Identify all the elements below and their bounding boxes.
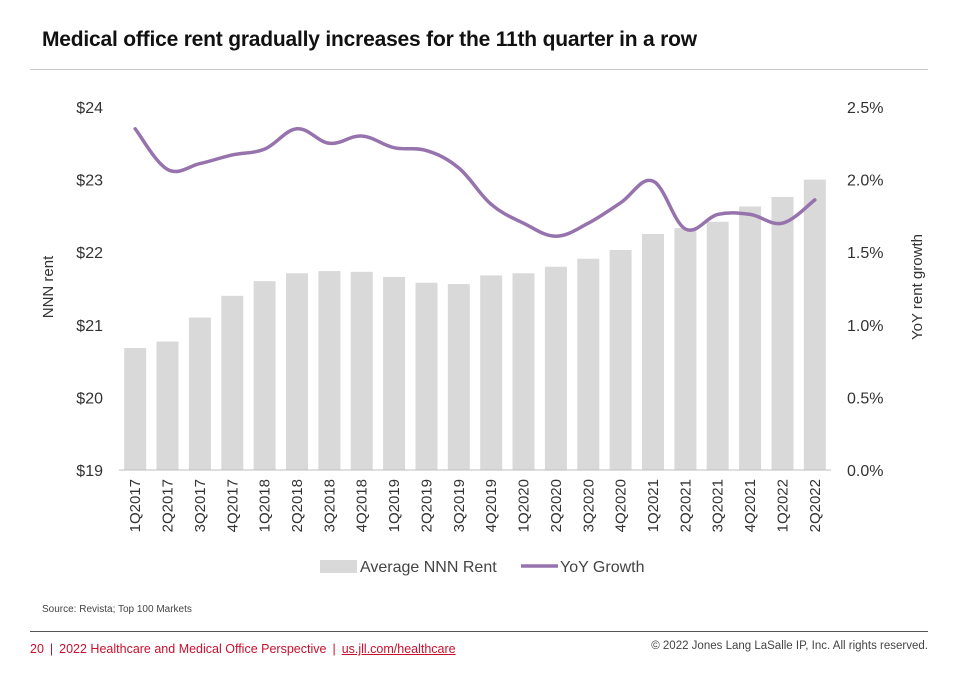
bar-1q2021 (642, 234, 664, 470)
legend-label-yoy-growth: YoY Growth (560, 559, 645, 576)
x-tick-label-3q2018: 3Q2018 (321, 479, 338, 532)
x-tick-label-1q2022: 1Q2022 (775, 479, 792, 532)
x-tick-label-3q2021: 3Q2021 (710, 479, 727, 532)
bar-2q2019 (415, 282, 438, 470)
y-right-tick-label: 1.5% (847, 245, 883, 262)
y-axis-left-ticks: $24 $23 $22 $21 $20 $19 (76, 100, 103, 480)
x-tick-label-1q2017: 1Q2017 (127, 479, 144, 532)
page-number: 20 (30, 642, 44, 656)
x-axis-ticks: 1Q2017 2Q2017 3Q2017 4Q2017 1Q2018 2Q2018 3Q20… (127, 479, 824, 532)
rent-growth-chart: $24 $23 $22 $21 $20 $19 2.5% 2.0% 1.5% 1.0% 0.5% 0… (40, 100, 926, 576)
y-right-tick-label: 2.5% (847, 100, 883, 117)
x-tick-label-2q2021: 2Q2021 (677, 479, 694, 532)
x-tick-label-1q2020: 1Q2020 (516, 479, 533, 532)
bar-1q2022 (771, 197, 794, 470)
footer-divider (30, 631, 928, 632)
y-left-tick-label: $21 (76, 318, 103, 335)
title-divider (30, 69, 928, 70)
x-tick-label-4q2017: 4Q2017 (224, 479, 241, 532)
bar-4q2017 (221, 295, 244, 470)
y-left-tick-label: $20 (76, 390, 103, 407)
healthcare-link[interactable]: us.jll.com/healthcare (341, 642, 456, 656)
bar-3q2019 (447, 284, 470, 470)
y-left-tick-label: $23 (76, 173, 103, 190)
x-tick-label-2q2020: 2Q2020 (548, 479, 565, 532)
source-note: Source: Revista; Top 100 Markets (42, 604, 192, 615)
bar-1q2017 (124, 348, 147, 470)
footer-separator: | (49, 642, 54, 656)
x-tick-label-3q2019: 3Q2019 (451, 479, 468, 532)
bar-3q2020 (577, 258, 600, 470)
bar-4q2021 (739, 206, 762, 470)
x-tick-label-4q2018: 4Q2018 (354, 479, 371, 532)
x-tick-label-2q2022: 2Q2022 (807, 479, 824, 532)
legend-label-average-nnn-rent: Average NNN Rent (360, 559, 497, 576)
footer-left: 20 | 2022 Healthcare and Medical Office Pe… (30, 642, 456, 656)
copyright: © 2022 Jones Lang LaSalle IP, Inc. All r… (651, 640, 928, 652)
y-left-tick-label: $22 (76, 245, 103, 262)
x-tick-label-4q2021: 4Q2021 (742, 479, 759, 532)
x-tick-label-3q2017: 3Q2017 (192, 479, 209, 532)
bar-4q2018 (350, 271, 373, 470)
y-right-tick-label: 0.0% (847, 463, 883, 480)
x-tick-label-1q2021: 1Q2021 (645, 479, 662, 532)
bar-2q2021 (674, 228, 697, 470)
bar-1q2020 (512, 273, 535, 470)
bar-3q2021 (706, 221, 729, 470)
y-axis-right-ticks: 2.5% 2.0% 1.5% 1.0% 0.5% 0.0% (847, 100, 883, 480)
bar-2q2018 (286, 273, 308, 470)
y-right-tick-label: 1.0% (847, 318, 883, 335)
y-axis-left-label: NNN rent (40, 255, 57, 318)
x-tick-label-1q2018: 1Q2018 (257, 479, 274, 532)
bar-4q2019 (480, 275, 503, 470)
y-right-tick-label: 2.0% (847, 173, 883, 190)
y-left-tick-label: $24 (76, 100, 103, 117)
page-title: Medical office rent gradually increases … (42, 28, 697, 51)
line-series-yoy-growth (133, 127, 817, 238)
x-tick-label-4q2020: 4Q2020 (613, 479, 630, 532)
bar-1q2019 (383, 276, 406, 470)
publication-title: 2022 Healthcare and Medical Office Persp… (59, 642, 327, 656)
legend: Average NNN Rent YoY Growth (320, 559, 645, 576)
x-tick-label-2q2019: 2Q2019 (419, 479, 436, 532)
bar-2q2022 (803, 179, 826, 470)
y-axis-right-label: YoY rent growth (909, 234, 926, 340)
bar-3q2017 (188, 317, 211, 470)
bar-2q2020 (544, 266, 567, 470)
footer-separator: | (332, 642, 336, 656)
x-tick-label-3q2020: 3Q2020 (580, 479, 597, 532)
bar-2q2017 (156, 341, 179, 470)
bar-1q2018 (253, 281, 276, 470)
y-left-tick-label: $19 (76, 463, 103, 480)
x-tick-label-2q2018: 2Q2018 (289, 479, 306, 532)
x-tick-label-2q2017: 2Q2017 (160, 479, 177, 532)
bar-3q2018 (318, 271, 341, 470)
x-tick-label-1q2019: 1Q2019 (386, 479, 403, 532)
bar-series-group (124, 179, 826, 470)
bar-4q2020 (609, 250, 632, 470)
x-tick-label-4q2019: 4Q2019 (483, 479, 500, 532)
legend-swatch-average-nnn-rent (320, 560, 357, 573)
y-right-tick-label: 0.5% (847, 390, 883, 407)
